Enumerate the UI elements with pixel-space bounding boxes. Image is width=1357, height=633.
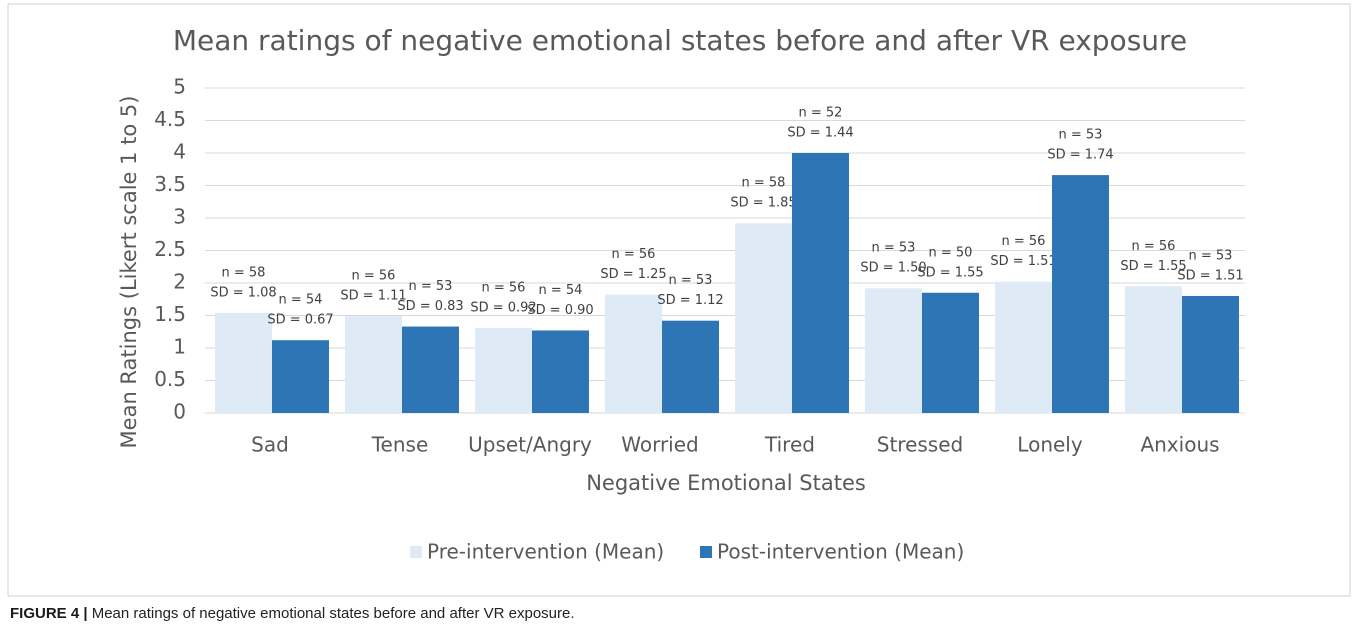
y-tick-label: 2 — [173, 270, 186, 294]
data-label: SD = 1.50 — [860, 261, 926, 276]
data-label: n = 56 — [1002, 234, 1046, 249]
y-tick-label: 2.5 — [154, 237, 186, 261]
data-label: n = 56 — [612, 247, 656, 262]
bar — [605, 294, 662, 413]
data-label: n = 54 — [279, 293, 323, 308]
y-tick-label: 0.5 — [154, 367, 186, 391]
bar — [215, 312, 272, 413]
y-tick-label: 3 — [173, 205, 186, 229]
bar — [532, 330, 589, 413]
x-tick-label: Stressed — [877, 433, 963, 457]
bar — [402, 326, 459, 413]
y-tick-label: 5 — [173, 75, 186, 99]
data-label: SD = 0.67 — [267, 313, 333, 328]
data-label: n = 53 — [872, 241, 916, 256]
bar — [865, 288, 922, 413]
data-label: SD = 0.83 — [397, 299, 463, 314]
y-tick-label: 1.5 — [154, 302, 186, 326]
bar — [1125, 286, 1182, 413]
x-tick-label: Sad — [251, 433, 289, 457]
data-label: SD = 1.74 — [1047, 148, 1113, 163]
x-tick-label: Lonely — [1017, 433, 1083, 457]
data-label: SD = 0.92 — [470, 300, 536, 315]
caption: FIGURE 4 | Mean ratings of negative emot… — [10, 605, 575, 622]
data-label: n = 52 — [799, 106, 843, 121]
data-label: SD = 1.25 — [600, 267, 666, 282]
bar — [1182, 296, 1239, 413]
data-label: SD = 1.51 — [1177, 269, 1243, 284]
data-label: n = 50 — [929, 245, 973, 260]
bar — [922, 292, 979, 413]
data-label: n = 56 — [482, 280, 526, 295]
data-label: SD = 1.51 — [990, 254, 1056, 269]
data-label: SD = 1.55 — [917, 265, 983, 280]
bar — [735, 223, 792, 413]
data-label: n = 58 — [222, 265, 266, 280]
chart-frame — [7, 3, 1351, 597]
data-label: n = 56 — [352, 269, 396, 284]
data-label: SD = 1.44 — [787, 126, 853, 141]
bar — [475, 327, 532, 413]
x-tick-label: Worried — [621, 433, 699, 457]
x-tick-label: Upset/Angry — [468, 433, 592, 457]
y-axis-title: Mean Ratings (Likert scale 1 to 5) — [117, 96, 141, 449]
bar — [995, 281, 1052, 413]
chart: Mean ratings of negative emotional state… — [7, 3, 1351, 597]
data-label: SD = 1.12 — [657, 293, 723, 308]
data-label: SD = 1.11 — [340, 289, 406, 304]
bar — [662, 320, 719, 413]
y-tick-label: 3.5 — [154, 172, 186, 196]
bar — [1052, 175, 1109, 413]
caption-label: FIGURE 4 | — [10, 605, 88, 622]
legend-swatch — [700, 546, 712, 558]
data-label: n = 54 — [539, 283, 583, 298]
x-tick-label: Tense — [371, 433, 429, 457]
data-label: n = 58 — [742, 176, 786, 191]
y-tick-label: 4 — [173, 140, 186, 164]
y-tick-label: 1 — [173, 335, 186, 359]
bar — [792, 153, 849, 413]
data-label: SD = 1.08 — [210, 285, 276, 300]
data-label: n = 56 — [1132, 239, 1176, 254]
y-tick-label: 4.5 — [154, 107, 186, 131]
data-label: SD = 0.90 — [527, 303, 593, 318]
data-label: n = 53 — [1059, 128, 1103, 143]
x-tick-label: Anxious — [1140, 433, 1219, 457]
legend-label: Post-intervention (Mean) — [717, 540, 964, 564]
legend-label: Pre-intervention (Mean) — [427, 540, 664, 564]
bar — [272, 340, 329, 413]
caption-text: Mean ratings of negative emotional state… — [91, 605, 575, 622]
data-label: n = 53 — [409, 279, 453, 294]
chart-title: Mean ratings of negative emotional state… — [173, 24, 1187, 57]
x-tick-label: Tired — [764, 433, 815, 457]
y-tick-label: 0 — [173, 400, 186, 424]
data-label: n = 53 — [1189, 249, 1233, 264]
bar — [345, 316, 402, 413]
legend-swatch — [410, 546, 422, 558]
data-label: SD = 1.85 — [730, 196, 796, 211]
x-axis-title: Negative Emotional States — [586, 471, 866, 495]
data-label: n = 53 — [669, 273, 713, 288]
data-label: SD = 1.55 — [1120, 259, 1186, 274]
